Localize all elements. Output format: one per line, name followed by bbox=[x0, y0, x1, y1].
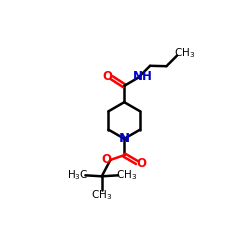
Text: O: O bbox=[102, 154, 112, 166]
Text: NH: NH bbox=[132, 70, 152, 84]
Text: CH$_3$: CH$_3$ bbox=[91, 189, 112, 202]
Text: O: O bbox=[102, 70, 113, 83]
Text: CH$_3$: CH$_3$ bbox=[174, 46, 195, 60]
Text: N: N bbox=[119, 132, 130, 145]
Text: O: O bbox=[136, 157, 146, 170]
Text: H$_3$C: H$_3$C bbox=[66, 168, 88, 182]
Text: CH$_3$: CH$_3$ bbox=[116, 168, 137, 182]
